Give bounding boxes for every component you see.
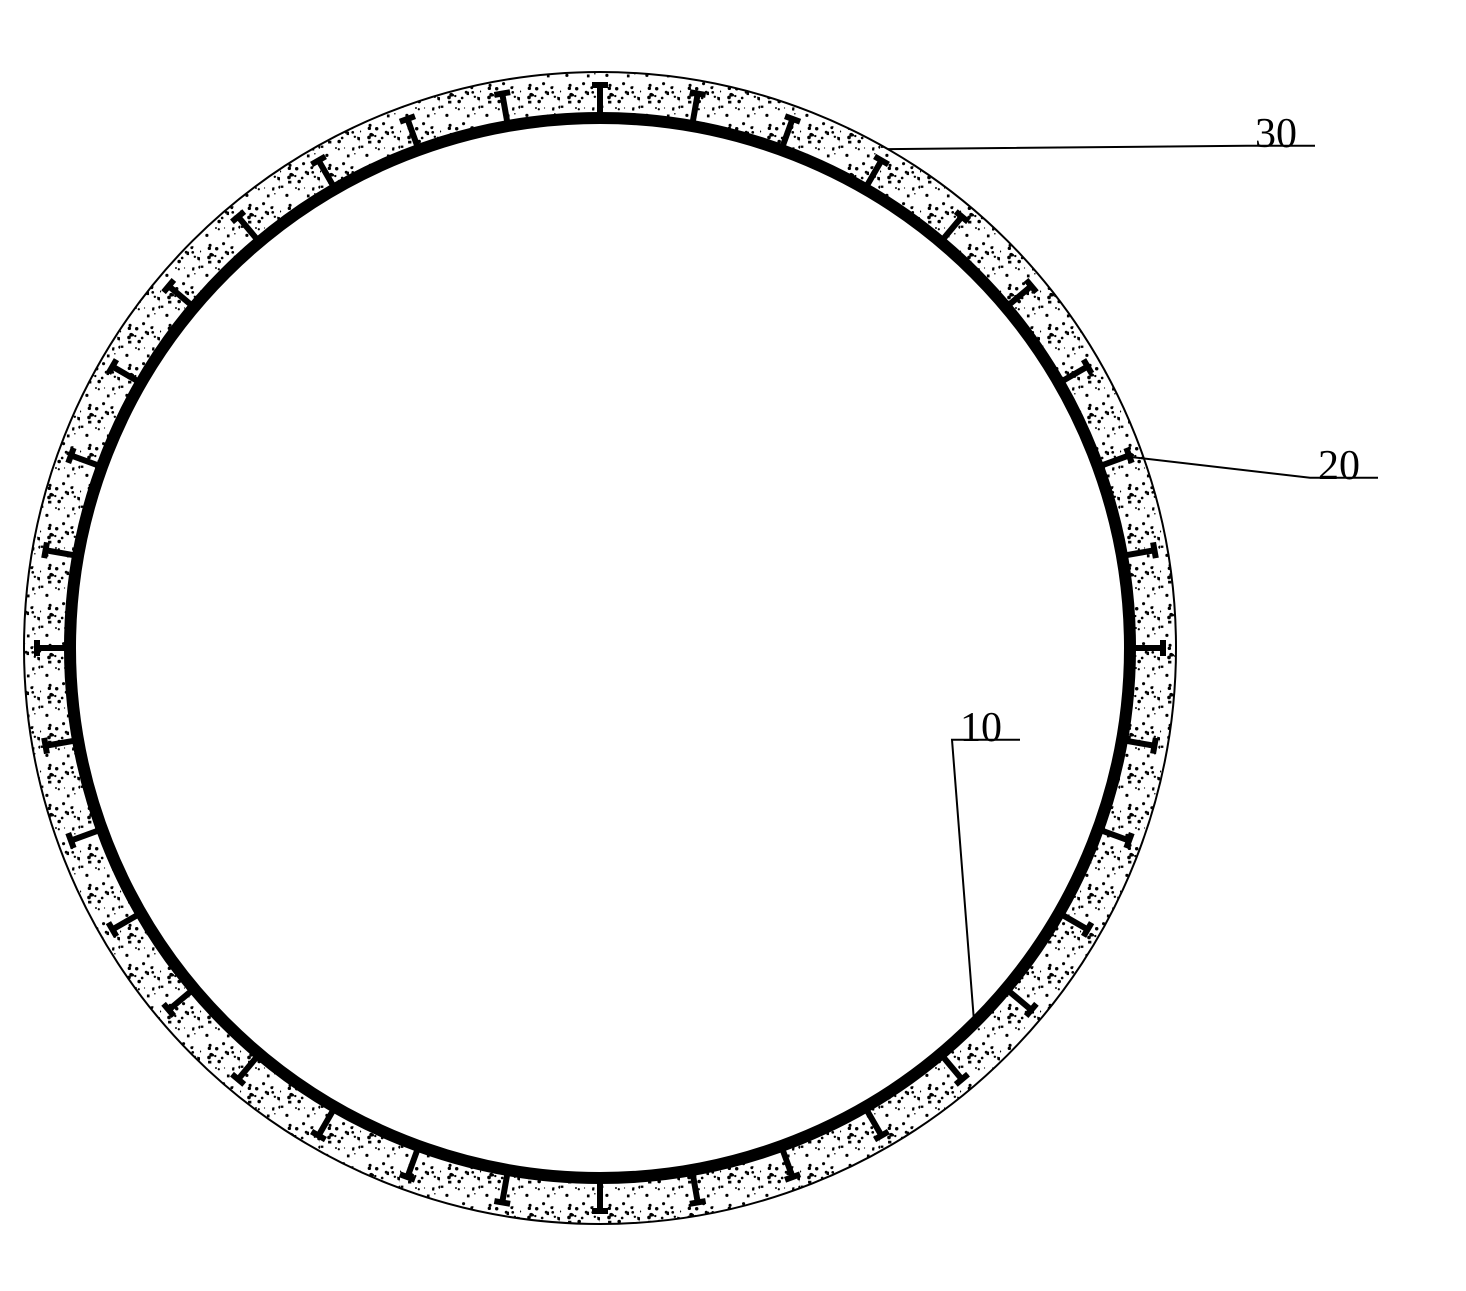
label-30: 30 [1255,110,1297,158]
label-20: 20 [1318,442,1360,490]
diagram-container: 30 20 10 [0,0,1466,1291]
ring-diagram [0,0,1466,1291]
label-10: 10 [960,704,1002,752]
